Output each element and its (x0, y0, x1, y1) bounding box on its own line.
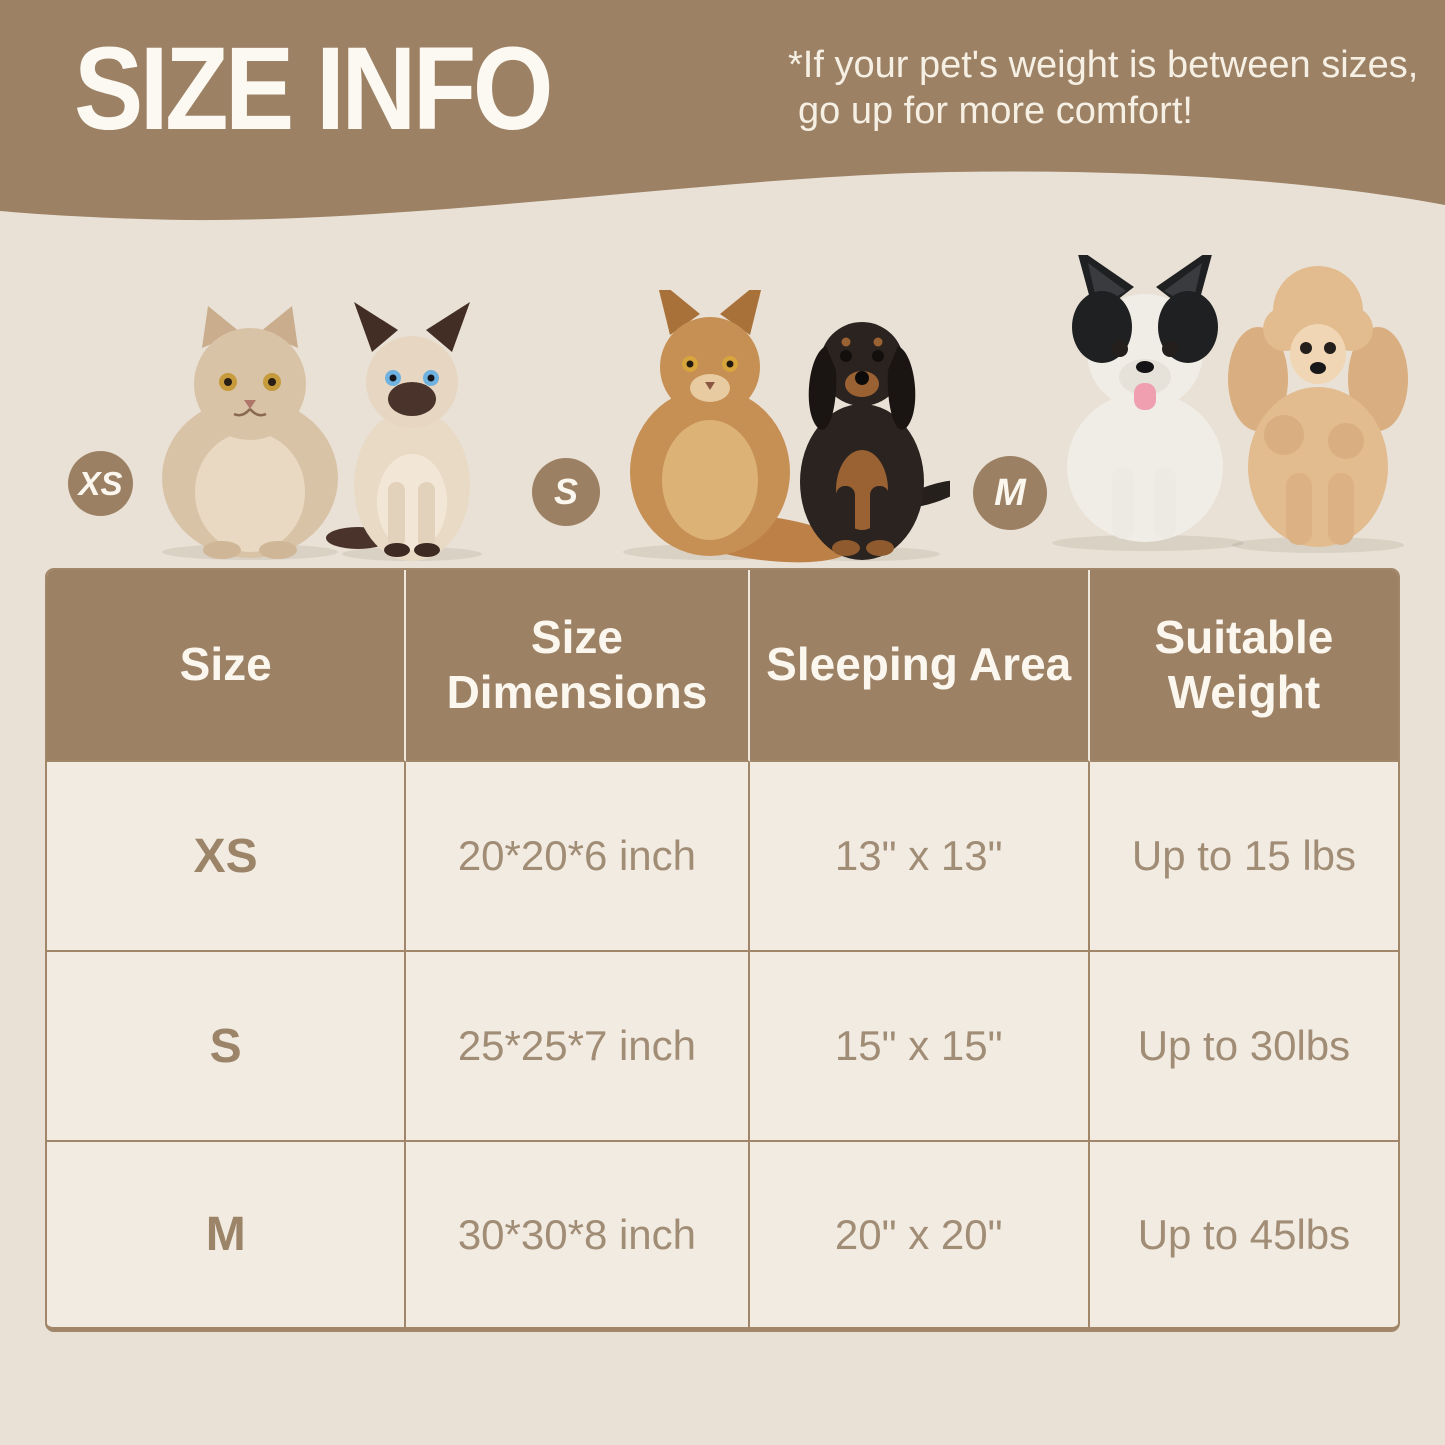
sizing-note: *If your pet's weight is between sizes, … (788, 42, 1418, 134)
table-cell-weight-xs: Up to 15 lbs (1089, 762, 1398, 952)
table-header-size: Size (47, 570, 407, 762)
s-pets-photo-maine-coon-and-dachshund (623, 290, 950, 563)
page-title: SIZE INFO (74, 23, 554, 155)
table-cell-size-s: S (47, 952, 407, 1142)
table-cell-dimensions-s: 25*25*7 inch (406, 952, 750, 1142)
table-cell-weight-m: Up to 45lbs (1089, 1142, 1398, 1327)
table-cell-sleeping-area-s: 15" x 15" (749, 952, 1090, 1142)
table-header-dimensions: Size Dimensions (406, 570, 750, 762)
table-cell-sleeping-area-m: 20" x 20" (749, 1142, 1090, 1327)
table-cell-size-m: M (47, 1142, 407, 1327)
sizing-note-line1: *If your pet's weight is between sizes, (788, 44, 1419, 86)
m-pets-photo-french-bulldog-and-poodle (1052, 255, 1408, 553)
sizing-note-line2: go up for more comfort! (798, 90, 1193, 132)
table-cell-dimensions-xs: 20*20*6 inch (406, 762, 750, 952)
table-header-sleeping-area: Sleeping Area (749, 570, 1090, 762)
size-badge-m: M (973, 456, 1047, 530)
size-badge-s: S (532, 458, 600, 526)
header-wave-background (0, 0, 1445, 221)
size-table: Size Size Dimensions Sleeping Area Suita… (45, 568, 1400, 1332)
table-cell-weight-s: Up to 30lbs (1089, 952, 1398, 1142)
xs-pets-photo-persian-and-siamese (162, 302, 482, 561)
table-cell-sleeping-area-xs: 13" x 13" (749, 762, 1090, 952)
table-cell-dimensions-m: 30*30*8 inch (406, 1142, 750, 1327)
table-header-suitable-weight: Suitable Weight (1089, 570, 1398, 762)
table-cell-size-xs: XS (47, 762, 407, 952)
size-badge-xs: XS (68, 451, 133, 516)
